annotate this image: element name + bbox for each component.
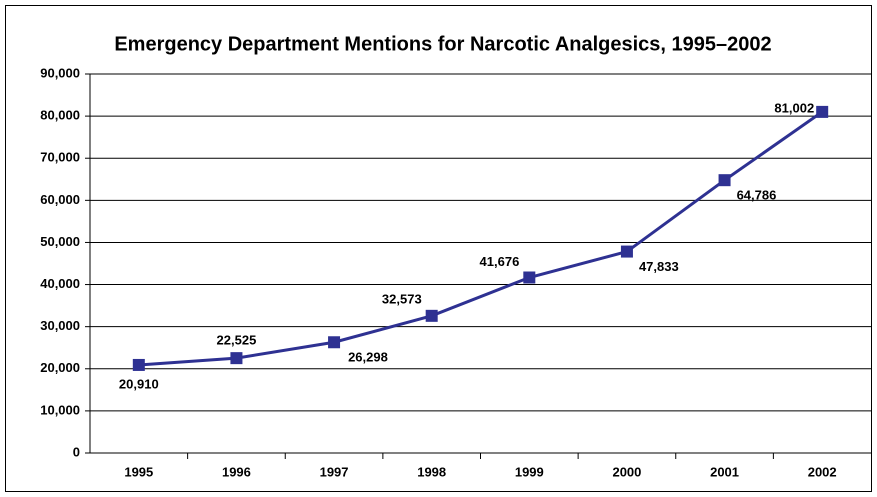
x-tick-label: 1998 bbox=[417, 464, 446, 479]
y-tick-label: 30,000 bbox=[40, 318, 80, 333]
marker bbox=[620, 245, 633, 258]
x-tick-label: 1995 bbox=[124, 464, 153, 479]
y-tick-label: 50,000 bbox=[40, 234, 80, 249]
data-label: 26,298 bbox=[348, 350, 388, 365]
x-tick-label: 1997 bbox=[320, 464, 349, 479]
series-line bbox=[138, 110, 824, 367]
data-label: 47,833 bbox=[639, 259, 679, 274]
chart-border bbox=[5, 5, 872, 492]
y-tick-label: 0 bbox=[73, 444, 80, 459]
marker bbox=[132, 358, 145, 371]
y-tick-label: 70,000 bbox=[40, 150, 80, 165]
data-label: 32,573 bbox=[382, 291, 422, 306]
y-tick-label: 10,000 bbox=[40, 402, 80, 417]
marker bbox=[816, 105, 829, 118]
data-label: 41,676 bbox=[480, 254, 520, 269]
x-tick-label: 1999 bbox=[515, 464, 544, 479]
y-tick-label: 80,000 bbox=[40, 108, 80, 123]
chart-title: Emergency Department Mentions for Narcot… bbox=[114, 33, 771, 55]
x-tick-label: 2000 bbox=[612, 464, 641, 479]
marker bbox=[230, 352, 243, 365]
marker bbox=[523, 271, 536, 284]
x-tick-label: 2002 bbox=[808, 464, 837, 479]
data-label: 22,525 bbox=[217, 333, 257, 348]
x-tick-label: 1996 bbox=[222, 464, 251, 479]
data-label: 20,910 bbox=[119, 376, 159, 391]
marker bbox=[718, 174, 731, 187]
y-tick-label: 60,000 bbox=[40, 192, 80, 207]
marker bbox=[328, 336, 341, 349]
y-tick-label: 40,000 bbox=[40, 276, 80, 291]
marker bbox=[425, 309, 438, 322]
y-tick-label: 20,000 bbox=[40, 360, 80, 375]
x-tick-label: 2001 bbox=[710, 464, 739, 479]
data-label: 81,002 bbox=[774, 100, 814, 115]
y-tick-label: 90,000 bbox=[40, 65, 80, 80]
data-label: 64,786 bbox=[737, 188, 777, 203]
